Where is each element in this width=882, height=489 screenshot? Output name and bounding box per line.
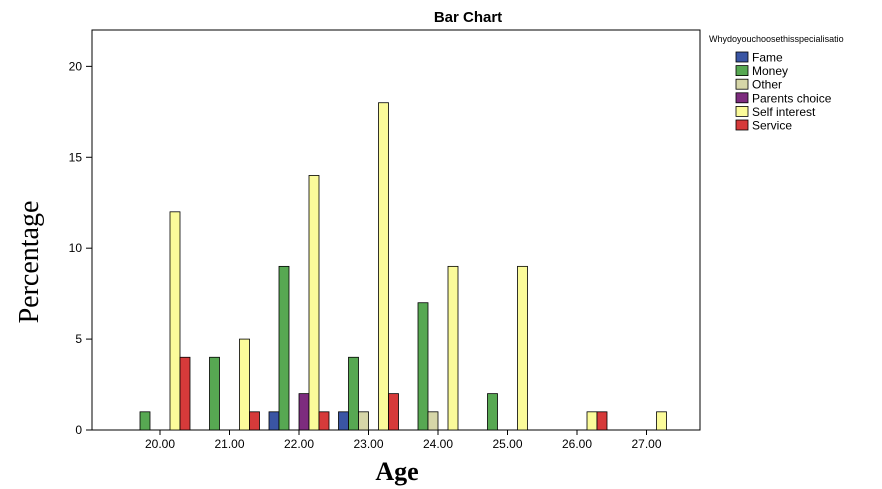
bar-money: [209, 356, 220, 431]
legend-swatch: [735, 78, 749, 90]
bar-service: [179, 356, 191, 431]
x-tick-label: 25.00: [492, 437, 522, 451]
x-tick-label: 27.00: [631, 437, 661, 451]
bar-self-interest: [169, 211, 181, 431]
legend-swatch: [735, 106, 749, 117]
bar-self-interest: [308, 175, 320, 431]
legend-label: Parents choice: [752, 91, 832, 105]
bar-money: [139, 411, 151, 431]
legend-swatch: [735, 92, 749, 104]
bar-money: [417, 302, 429, 431]
x-tick-label: 22.00: [284, 437, 314, 451]
bar-service: [596, 411, 608, 431]
legend-label: Self interest: [752, 105, 816, 119]
bar-other: [427, 411, 439, 431]
legend-label: Other: [752, 78, 782, 92]
x-tick-label: 23.00: [353, 437, 383, 451]
bar-other: [358, 411, 369, 431]
x-tick-label: 24.00: [423, 437, 453, 451]
x-axis-label: Age: [375, 457, 418, 486]
bar-parents-choice: [298, 393, 310, 431]
bar-fame: [338, 411, 349, 431]
bar-money: [348, 356, 359, 431]
bar-self-interest: [378, 102, 389, 431]
bar-self-interest: [586, 411, 598, 431]
x-axis: 20.00 21.00 22.00 23.00 24.00 25.00 26.00 27.00: [145, 430, 662, 451]
y-axis-label: Percentage: [14, 201, 45, 324]
legend-title: Whydoyouchoosethisspecialisatio: [709, 34, 844, 44]
bar-service: [249, 411, 260, 431]
y-tick-label: 0: [75, 423, 82, 437]
bar-fame: [268, 411, 280, 431]
bars-group: [139, 102, 667, 431]
bar-money: [487, 393, 498, 431]
legend-label: Fame: [752, 51, 783, 65]
bar-self-interest: [447, 265, 459, 431]
x-tick-label: 21.00: [214, 437, 244, 451]
legend-label: Service: [752, 119, 792, 133]
legend-swatch: [735, 119, 749, 131]
legend-swatch: [735, 51, 749, 63]
bar-self-interest: [517, 265, 528, 431]
x-tick-label: 26.00: [562, 437, 592, 451]
bar-service: [318, 411, 330, 431]
y-axis: 0 5 10 15 20: [69, 59, 92, 437]
bar-self-interest: [656, 411, 667, 431]
y-tick-label: 5: [75, 332, 82, 346]
y-tick-label: 10: [69, 241, 83, 255]
y-tick-label: 15: [69, 150, 83, 164]
y-tick-label: 20: [69, 59, 83, 73]
chart-title: Bar Chart: [434, 9, 502, 26]
bar-service: [388, 393, 399, 431]
bar-self-interest: [239, 338, 250, 431]
legend-label: Money: [752, 64, 788, 78]
legend: Whydoyouchoosethisspecialisatio FameMone…: [709, 34, 844, 133]
legend-swatch: [735, 65, 749, 76]
bar-money: [278, 265, 290, 431]
x-tick-label: 20.00: [145, 437, 175, 451]
